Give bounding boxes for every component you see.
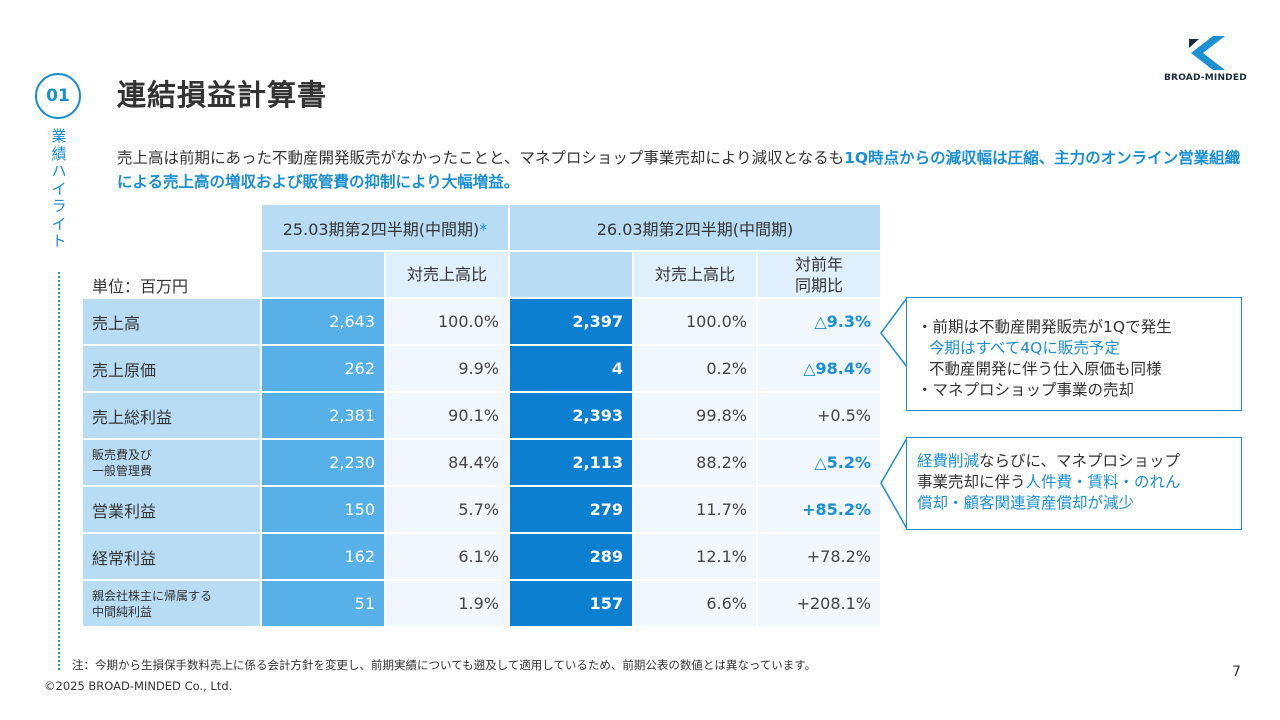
curr-value: 2,113 <box>510 440 634 487</box>
unit-label: 単位：百万円 <box>83 205 262 299</box>
section-label: 業績ハイライト <box>51 127 67 250</box>
broad-minded-logo-icon <box>1189 36 1225 70</box>
prev-value: 2,381 <box>262 393 386 440</box>
curr-ratio: 88.2% <box>634 440 758 487</box>
callout2-line-3: 償却・顧客関連資産償却が減少 <box>917 494 1135 512</box>
prev-value: 150 <box>262 487 386 534</box>
prev-ratio: 6.1% <box>386 534 510 581</box>
table-row: 営業利益 150 5.7% 279 11.7% +85.2% <box>83 487 882 534</box>
callout2-line-2: 事業売却に伴う人件費・賃料・のれん <box>917 473 1181 491</box>
page-title: 連結損益計算書 <box>117 78 328 112</box>
prev-period-header: 25.03期第2四半期(中間期)* <box>262 205 510 252</box>
curr-value: 2,393 <box>510 393 634 440</box>
callout1-bullet-2: ・マネプロショップ事業の売却 <box>917 381 1135 399</box>
row-label: 経常利益 <box>83 534 262 581</box>
table-row: 売上高 2,643 100.0% 2,397 100.0% △9.3% <box>83 299 882 346</box>
yoy-value: +78.2% <box>758 534 882 581</box>
prev-value: 162 <box>262 534 386 581</box>
footnote: 注：今期から生損保手数料売上に係る会計方針を変更し、前期実績についても遡及して適… <box>72 658 817 672</box>
summary-highlight: 1Q時点からの減収幅は圧縮、主力のオンライン営業組織による売上高の増収および販管… <box>117 149 1241 191</box>
callout1-line-3: 不動産開発に伴う仕入原価も同様 <box>929 360 1162 378</box>
logo-text: BROAD-MINDED <box>1164 73 1247 83</box>
copyright: ©2025 BROAD-MINDED Co., Ltd. <box>44 679 233 693</box>
yoy-value: +0.5% <box>758 393 882 440</box>
yoy-value: △98.4% <box>758 346 882 393</box>
curr-value: 2,397 <box>510 299 634 346</box>
prev-ratio: 9.9% <box>386 346 510 393</box>
income-statement-table: 単位：百万円 25.03期第2四半期(中間期)* 26.03期第2四半期(中間期… <box>83 205 882 628</box>
prev-value: 51 <box>262 581 386 628</box>
callout1-pointer <box>880 297 908 368</box>
row-label: 親会社株主に帰属する 中間純利益 <box>83 581 262 628</box>
table-row: 売上原価 262 9.9% 4 0.2% △98.4% <box>83 346 882 393</box>
prev-ratio: 5.7% <box>386 487 510 534</box>
curr-value: 289 <box>510 534 634 581</box>
row-label: 売上総利益 <box>83 393 262 440</box>
prev-ratio: 90.1% <box>386 393 510 440</box>
table-row: 販売費及び 一般管理費 2,230 84.4% 2,113 88.2% △5.2% <box>83 440 882 487</box>
prev-value: 2,643 <box>262 299 386 346</box>
row-label: 売上原価 <box>83 346 262 393</box>
curr-ratio: 0.2% <box>634 346 758 393</box>
prev-value: 2,230 <box>262 440 386 487</box>
curr-ratio: 6.6% <box>634 581 758 628</box>
page-number: 7 <box>1232 664 1241 680</box>
prev-value: 262 <box>262 346 386 393</box>
row-label: 販売費及び 一般管理費 <box>83 440 262 487</box>
curr-ratio-header: 対売上高比 <box>634 252 758 299</box>
yoy-value: +208.1% <box>758 581 882 628</box>
curr-ratio: 11.7% <box>634 487 758 534</box>
prev-ratio: 84.4% <box>386 440 510 487</box>
row-label: 売上高 <box>83 299 262 346</box>
section-number: 01 <box>35 73 81 119</box>
row-label: 営業利益 <box>83 487 262 534</box>
curr-ratio: 12.1% <box>634 534 758 581</box>
prev-value-header <box>262 252 386 299</box>
table-row: 経常利益 162 6.1% 289 12.1% +78.2% <box>83 534 882 581</box>
table-row: 売上総利益 2,381 90.1% 2,393 99.8% +0.5% <box>83 393 882 440</box>
yoy-value: +85.2% <box>758 487 882 534</box>
yoy-value: △9.3% <box>758 299 882 346</box>
summary-text: 売上高は前期にあった不動産開発販売がなかったことと、マネプロショップ事業売却によ… <box>117 146 1247 194</box>
header-row-periods: 単位：百万円 25.03期第2四半期(中間期)* 26.03期第2四半期(中間期… <box>83 205 882 299</box>
prev-ratio: 100.0% <box>386 299 510 346</box>
prev-ratio-header: 対売上高比 <box>386 252 510 299</box>
callout2-pointer <box>880 437 908 530</box>
curr-value: 4 <box>510 346 634 393</box>
callout1-line-2: 今期はすべて4Qに販売予定 <box>929 339 1120 357</box>
callout-sga-note: 経費削減ならびに、マネプロショップ 事業売却に伴う人件費・賃料・のれん 償却・顧… <box>906 437 1242 530</box>
table-row: 親会社株主に帰属する 中間純利益 51 1.9% 157 6.6% +208.1% <box>83 581 882 628</box>
callout-sales-note: ・前期は不動産開発販売が1Qで発生 今期はすべて4Qに販売予定 不動産開発に伴う… <box>906 297 1242 411</box>
yoy-value: △5.2% <box>758 440 882 487</box>
callout1-bullet-1: ・前期は不動産開発販売が1Qで発生 <box>917 318 1172 336</box>
prev-period-mark: * <box>479 219 488 239</box>
company-logo: BROAD-MINDED <box>1164 36 1247 83</box>
curr-value-header <box>510 252 634 299</box>
curr-period-header: 26.03期第2四半期(中間期) <box>510 205 882 252</box>
curr-value: 157 <box>510 581 634 628</box>
curr-ratio: 100.0% <box>634 299 758 346</box>
curr-value: 279 <box>510 487 634 534</box>
prev-ratio: 1.9% <box>386 581 510 628</box>
section-divider <box>58 272 60 670</box>
curr-ratio: 99.8% <box>634 393 758 440</box>
summary-normal: 売上高は前期にあった不動産開発販売がなかったことと、マネプロショップ事業売却によ… <box>117 149 845 167</box>
callout2-line-1: 経費削減ならびに、マネプロショップ <box>917 452 1181 470</box>
header-row-columns: 対売上高比 対売上高比 対前年 同期比 <box>83 252 882 299</box>
yoy-header: 対前年 同期比 <box>758 252 882 299</box>
